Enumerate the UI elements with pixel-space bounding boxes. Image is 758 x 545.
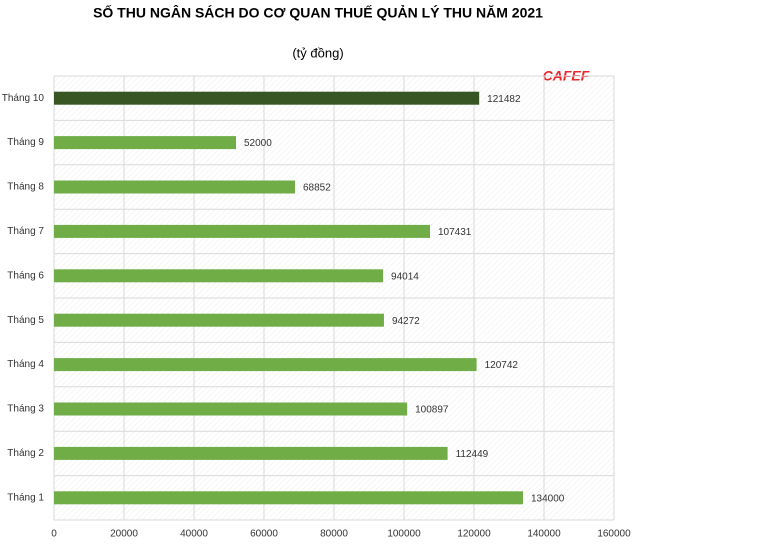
y-tick-label: Tháng 1 xyxy=(7,492,44,503)
value-label: 112449 xyxy=(456,449,489,460)
value-label: 68852 xyxy=(303,183,331,194)
y-tick-label: Tháng 8 xyxy=(7,182,44,193)
y-tick-label: Tháng 5 xyxy=(7,315,44,326)
y-tick-label: Tháng 7 xyxy=(7,226,44,237)
x-tick-label: 20000 xyxy=(110,529,138,540)
x-tick-label: 60000 xyxy=(250,529,278,540)
bar xyxy=(54,136,236,150)
bar xyxy=(54,313,384,327)
bar xyxy=(54,402,408,416)
value-label: 121482 xyxy=(487,94,521,105)
value-label: 120742 xyxy=(485,360,519,371)
y-tick-label: Tháng 9 xyxy=(7,137,44,148)
x-tick-label: 80000 xyxy=(320,529,348,540)
y-tick-label: Tháng 2 xyxy=(7,448,44,459)
bar xyxy=(54,446,448,460)
y-tick-label: Tháng 3 xyxy=(7,404,44,415)
bar xyxy=(54,358,477,372)
bar xyxy=(54,91,480,105)
x-tick-label: 160000 xyxy=(597,529,631,540)
bar xyxy=(54,224,431,238)
chart-subtitle: (tỷ đồng) xyxy=(292,45,343,60)
bar xyxy=(54,491,523,505)
chart-title: SỐ THU NGÂN SÁCH DO CƠ QUAN THUẾ QUẢN LÝ… xyxy=(93,4,543,21)
x-tick-label: 40000 xyxy=(180,529,208,540)
x-tick-label: 120000 xyxy=(457,529,491,540)
value-label: 52000 xyxy=(244,138,272,149)
x-tick-label: 140000 xyxy=(527,529,561,540)
x-tick-label: 0 xyxy=(51,529,57,540)
y-tick-label: Tháng 6 xyxy=(7,270,44,281)
value-label: 94014 xyxy=(391,271,419,282)
value-label: 134000 xyxy=(531,493,565,504)
value-label: 107431 xyxy=(438,227,472,238)
y-tick-label: Tháng 4 xyxy=(7,359,44,370)
value-label: 100897 xyxy=(415,405,449,416)
bar xyxy=(54,180,295,194)
x-tick-label: 100000 xyxy=(387,529,421,540)
value-label: 94272 xyxy=(392,316,420,327)
bar xyxy=(54,269,384,283)
y-tick-label: Tháng 10 xyxy=(2,93,45,104)
